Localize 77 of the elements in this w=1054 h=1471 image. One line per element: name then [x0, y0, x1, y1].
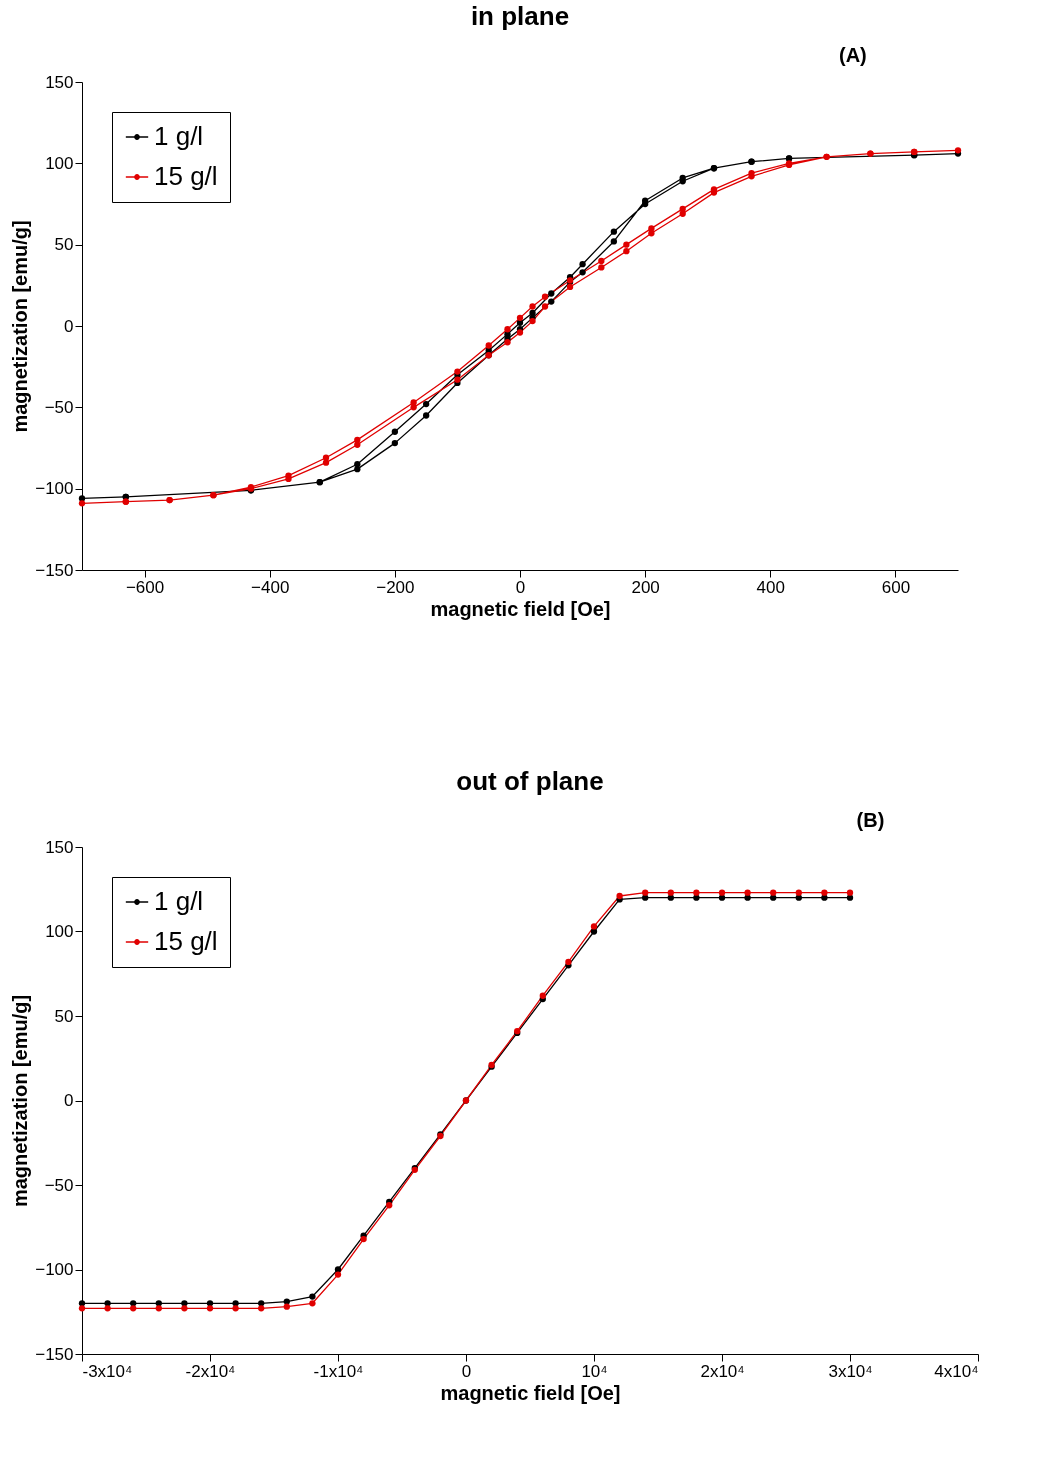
- y-tick-label: −100: [35, 479, 74, 499]
- point: [391, 439, 399, 447]
- y-tick-label: 0: [64, 1091, 74, 1110]
- y-tick-label: −150: [35, 560, 74, 580]
- y-tick-label: 100: [45, 153, 74, 173]
- point: [610, 238, 618, 245]
- point: [529, 309, 536, 317]
- point: [623, 248, 630, 255]
- y-tick-label: 50: [54, 235, 74, 255]
- legend-label: 15 g/l: [154, 161, 218, 191]
- chart-title: in plane: [470, 1, 570, 31]
- legend-label: 1 g/l: [154, 886, 204, 916]
- point: [541, 303, 549, 310]
- point: [354, 441, 361, 448]
- x-tick-label: 600: [881, 577, 911, 597]
- x-tick-label: 0: [461, 1361, 472, 1381]
- point: [541, 293, 549, 300]
- point: [623, 241, 630, 248]
- point: [504, 339, 511, 346]
- point: [579, 261, 586, 268]
- y-tick-label: 150: [45, 837, 74, 857]
- point: [391, 428, 399, 435]
- point: [354, 465, 361, 473]
- y-tick-label: 0: [64, 316, 74, 336]
- point: [679, 205, 686, 213]
- point: [322, 454, 330, 461]
- x-axis-title: magnetic field [Oe]: [440, 1381, 621, 1404]
- point: [322, 459, 330, 466]
- x-axis-title: magnetic field [Oe]: [430, 597, 611, 620]
- x-tick-label: -1x10⁴: [313, 1361, 364, 1381]
- point: [410, 404, 417, 411]
- x-tick-label: 400: [756, 577, 785, 597]
- point: [610, 228, 618, 235]
- point: [422, 412, 430, 419]
- point: [566, 283, 574, 291]
- x-tick-label: 0: [515, 577, 526, 597]
- y-tick-label: −100: [35, 1260, 74, 1279]
- y-tick-label: −50: [44, 1175, 74, 1195]
- y-tick-label: −50: [44, 397, 74, 417]
- point: [641, 197, 649, 204]
- x-tick-label: 200: [631, 577, 660, 597]
- x-tick-label: 10⁴: [581, 1361, 608, 1381]
- x-tick-label: 2x10⁴: [700, 1361, 745, 1381]
- point: [504, 326, 511, 333]
- point: [748, 173, 755, 180]
- x-tick-label: 3x10⁴: [828, 1361, 873, 1381]
- x-tick-label: -2x10⁴: [185, 1361, 236, 1381]
- text: (A): [839, 44, 867, 66]
- x-tick-label: 4x10⁴: [934, 1361, 979, 1381]
- point: [548, 298, 555, 305]
- x-tick-label: -3x10⁴: [82, 1361, 133, 1381]
- point: [529, 303, 536, 310]
- chart-title: out of plane: [456, 766, 604, 796]
- point: [78, 500, 86, 507]
- y-axis-title: magnetization [emu/g]: [9, 994, 32, 1208]
- point: [579, 269, 586, 276]
- y-tick-label: 100: [45, 922, 74, 941]
- text: (B): [856, 809, 885, 831]
- point: [516, 314, 524, 322]
- point: [548, 290, 555, 297]
- point: [529, 317, 536, 325]
- legend-label: 1 g/l: [154, 121, 204, 151]
- point: [598, 264, 605, 271]
- y-axis-title: magnetization [emu/g]: [9, 220, 32, 433]
- y-tick-label: −150: [35, 1344, 74, 1364]
- point: [598, 257, 605, 265]
- x-tick-label: −600: [125, 577, 165, 597]
- point: [485, 342, 492, 349]
- x-tick-label: −400: [251, 577, 290, 597]
- point: [648, 230, 655, 237]
- y-tick-label: 50: [54, 1006, 74, 1026]
- point: [422, 400, 430, 408]
- point: [454, 376, 461, 383]
- point: [679, 210, 686, 217]
- legend-label: 15 g/l: [154, 926, 218, 956]
- x-tick-label: −200: [376, 577, 415, 597]
- y-tick-label: 150: [45, 72, 74, 92]
